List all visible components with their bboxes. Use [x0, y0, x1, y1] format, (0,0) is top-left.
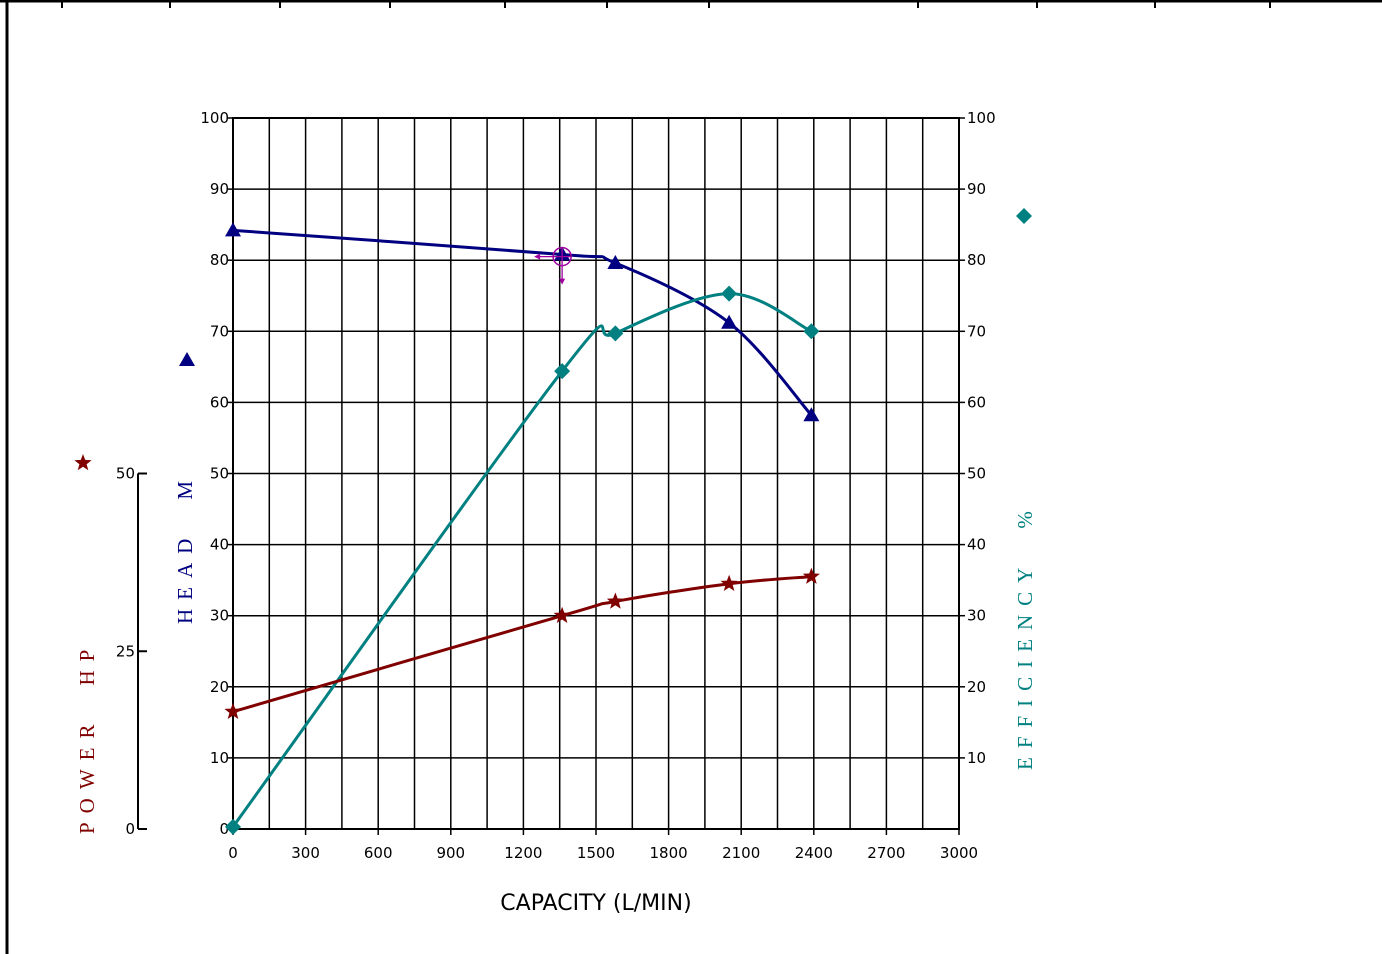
head-tick-label: 10 [210, 749, 229, 767]
x-tick-label: 2400 [795, 844, 833, 862]
x-tick-label: 900 [436, 844, 465, 862]
svg-text:EFFICIENCY%: EFFICIENCY% [1013, 502, 1037, 770]
head-label-text: HEAD [173, 530, 197, 624]
efficiency-tick-label: 100 [967, 109, 996, 127]
x-tick-label: 1800 [650, 844, 688, 862]
efficiency-label-text: EFFICIENCY [1013, 559, 1037, 770]
power-point-marker [802, 567, 820, 584]
x-axis-ticks: 0 300 600 900 1200 1500 1800 2100 2400 2700 3000 [228, 829, 978, 862]
x-tick-label: 0 [228, 844, 238, 862]
head-curve [232, 228, 813, 417]
head-point-marker [225, 222, 241, 237]
page-frame [5, 0, 1382, 954]
head-tick-label: 90 [210, 180, 229, 198]
head-point-marker [721, 314, 738, 329]
efficiency-point-marker [554, 363, 571, 380]
x-tick-label: 2100 [722, 844, 760, 862]
head-tick-label: 30 [210, 607, 229, 625]
efficiency-tick-label: 90 [967, 180, 986, 198]
efficiency-unit-text: % [1013, 502, 1037, 529]
svg-text:POWERHP: POWER HP [75, 641, 99, 834]
head-unit-text: M [173, 472, 197, 500]
top-rule-ticks [61, 0, 1271, 8]
x-tick-label: 3000 [940, 844, 978, 862]
power-tick-label: 25 [116, 642, 135, 660]
efficiency-tick-label: 50 [967, 465, 986, 483]
power-point-marker [606, 592, 624, 609]
series-markers [224, 222, 820, 835]
efficiency-tick-label: 70 [967, 322, 986, 340]
head-axis-label: HEAD M [173, 472, 197, 624]
efficiency-point-marker [803, 323, 820, 340]
grid [233, 118, 959, 829]
head-tick-label: 20 [210, 678, 229, 696]
series-curves [231, 228, 813, 828]
duty-point-arrow-down [559, 278, 566, 285]
head-tick-label: 70 [210, 322, 229, 340]
power-tick-label: 50 [116, 465, 135, 483]
power-point-marker [720, 574, 738, 591]
efficiency-axis-label: EFFICIENCY% [1013, 502, 1037, 770]
x-axis-title: CAPACITY (L/MIN) [500, 891, 691, 916]
efficiency-point-marker [721, 285, 738, 302]
x-tick-label: 1500 [577, 844, 615, 862]
efficiency-curve [231, 292, 813, 828]
x-tick-label: 600 [364, 844, 393, 862]
power-axis: 0 25 50 [116, 465, 147, 838]
power-point-marker [224, 702, 242, 719]
efficiency-tick-label: 60 [967, 393, 986, 411]
head-point-marker [607, 255, 624, 270]
efficiency-tick-label: 40 [967, 536, 986, 554]
power-unit-text: HP [75, 641, 99, 686]
efficiency-tick-label: 80 [967, 251, 986, 269]
head-tick-label: 100 [200, 109, 229, 127]
star-icon [74, 454, 92, 471]
efficiency-point-marker [607, 325, 624, 342]
efficiency-point-marker [225, 818, 241, 835]
x-tick-label: 2700 [867, 844, 905, 862]
head-tick-label: 80 [210, 251, 229, 269]
duty-point-marker [534, 246, 572, 285]
efficiency-axis-ticks: 10 20 30 40 50 60 70 80 90 100 [959, 109, 996, 767]
efficiency-tick-label: 10 [967, 749, 986, 767]
axis-legend-icons [74, 208, 1032, 471]
x-tick-label: 300 [291, 844, 320, 862]
efficiency-tick-label: 20 [967, 678, 986, 696]
power-axis-label: POWER HP [75, 641, 99, 834]
head-tick-label: 0 [219, 820, 229, 838]
power-curve [232, 575, 812, 714]
diamond-icon [1016, 208, 1032, 224]
power-tick-label: 0 [125, 820, 135, 838]
head-axis-ticks: 0 10 20 30 40 50 60 70 80 90 100 [200, 109, 233, 838]
efficiency-tick-label: 30 [967, 607, 986, 625]
head-tick-label: 60 [210, 393, 229, 411]
triangle-icon [179, 352, 195, 366]
head-point-marker [803, 407, 820, 422]
head-tick-label: 40 [210, 536, 229, 554]
duty-point-arrow-left [534, 253, 541, 260]
x-tick-label: 1200 [504, 844, 542, 862]
power-point-marker [553, 606, 571, 623]
power-label-text: POWER [75, 716, 99, 835]
head-tick-label: 50 [210, 465, 229, 483]
svg-text:HEADM: HEAD M [173, 472, 197, 624]
